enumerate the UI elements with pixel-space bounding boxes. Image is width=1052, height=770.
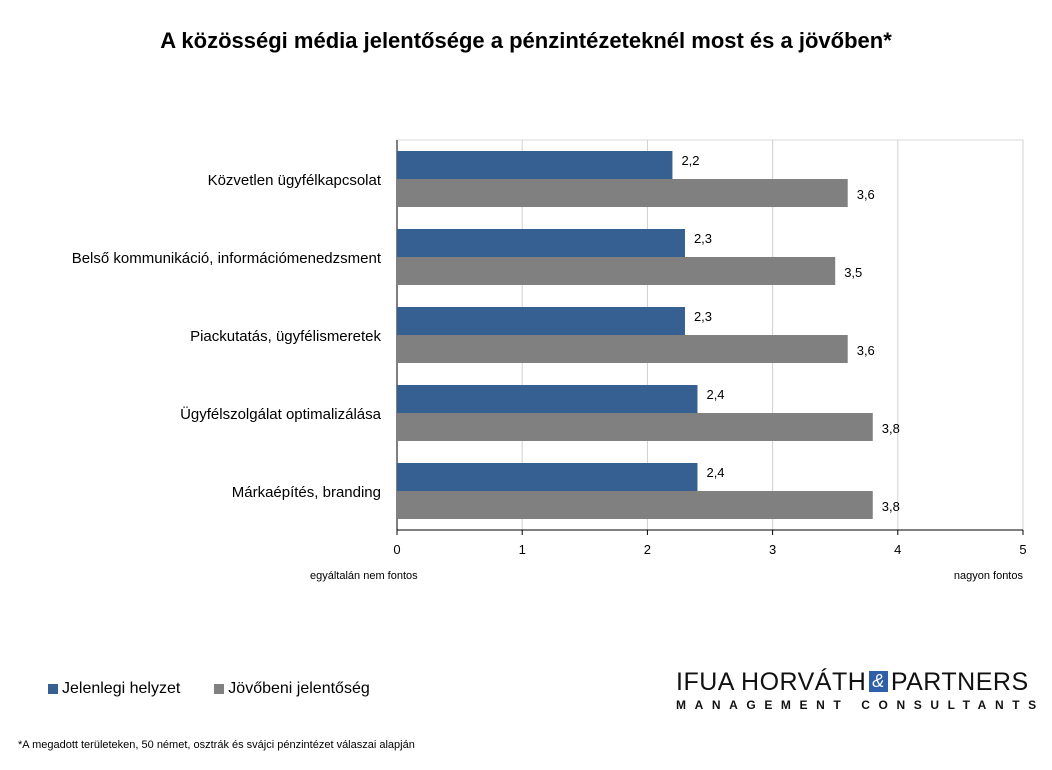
x-high-label: nagyon fontos [954, 570, 1024, 582]
data-label: 3,6 [857, 343, 875, 358]
bar-future [397, 335, 848, 363]
bar-future [397, 179, 848, 207]
bar-future [397, 491, 873, 519]
category-label: Piackutatás, ügyfélismeretek [190, 328, 381, 345]
legend-swatch-current [48, 684, 58, 694]
logo-ampersand: & [869, 671, 888, 692]
logo-subtitle: MANAGEMENT CONSULTANTS [676, 698, 1045, 712]
legend-item-future: Jövőbeni jelentőség [214, 680, 370, 698]
x-tick-label: 4 [894, 542, 901, 557]
bar-chart: 0 1 2 3 4 5 egyáltalán nem fontos nagyon fontos… [72, 139, 1027, 582]
bar-future [397, 257, 836, 285]
category-label: Közvetlen ügyfélkapcsolat [208, 172, 382, 189]
legend: Jelenlegi helyzet Jövőbeni jelentőség [48, 680, 370, 698]
footnote: *A megadott területeken, 50 német, osztr… [18, 739, 415, 751]
data-label: 2,2 [681, 153, 699, 168]
x-low-label: egyáltalán nem fontos [310, 570, 418, 582]
category-label: Márkaépítés, branding [232, 484, 381, 501]
logo-text-b: PARTNERS [890, 668, 1029, 696]
legend-label-current: Jelenlegi helyzet [62, 680, 181, 697]
bar-current [397, 151, 673, 179]
category-label: Ügyfélszolgálat optimalizálása [180, 405, 382, 423]
data-label: 3,5 [844, 265, 862, 280]
logo-text-a: IFUA HORVÁTH [676, 668, 867, 696]
x-tick-label: 3 [769, 542, 776, 557]
x-tick-label: 1 [519, 542, 526, 557]
x-tick-label: 0 [393, 542, 400, 557]
chart-title: A közösségi média jelentősége a pénzinté… [160, 28, 892, 53]
legend-swatch-future [214, 684, 225, 694]
data-label: 2,4 [706, 387, 724, 402]
x-tick-label: 2 [644, 542, 651, 557]
company-logo: IFUA HORVÁTH & PARTNERS MANAGEMENT CONSULT… [676, 668, 1045, 712]
data-label: 2,4 [706, 465, 724, 480]
bar-current [397, 463, 698, 491]
bar-current [397, 229, 685, 257]
data-label: 3,8 [882, 421, 900, 436]
data-label: 3,6 [857, 187, 875, 202]
data-label: 3,8 [882, 499, 900, 514]
bar-future [397, 413, 873, 441]
category-label: Belső kommunikáció, információmenedzsmen… [72, 250, 382, 267]
bar-current [397, 385, 698, 413]
data-label: 2,3 [694, 309, 712, 324]
legend-item-current: Jelenlegi helyzet [48, 680, 180, 698]
legend-label-future: Jövőbeni jelentőség [228, 680, 370, 697]
x-tick-label: 5 [1019, 542, 1026, 557]
bar-current [397, 307, 685, 335]
data-label: 2,3 [694, 231, 712, 246]
